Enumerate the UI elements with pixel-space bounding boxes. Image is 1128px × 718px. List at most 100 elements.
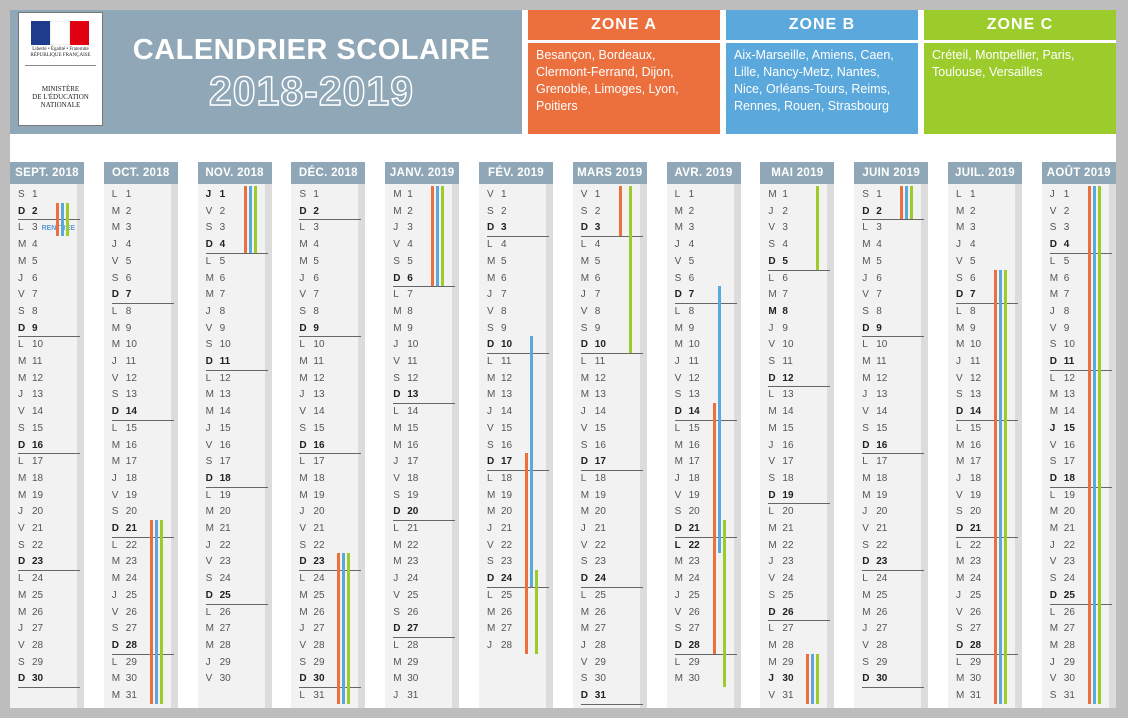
weekday-letter: M (580, 272, 590, 284)
weekday-letter: J (862, 389, 868, 401)
title-banner: Liberté • Égalité • Fraternité RÉPUBLIQU… (10, 10, 522, 134)
weekday-letter: M (487, 389, 496, 401)
weekday-letter: M (580, 606, 590, 618)
weekday-letter: J (1049, 189, 1055, 200)
day-number: 21 (219, 523, 231, 534)
weekday-letter: M (111, 673, 121, 685)
weekday-letter: V (580, 305, 588, 317)
weekday-letter: V (205, 439, 213, 451)
week-separator (956, 536, 1018, 538)
weekday-letter: V (299, 523, 307, 534)
day-cell: D 25 (1050, 587, 1111, 604)
day-number: 26 (219, 606, 231, 618)
weekday-letter: M (1049, 272, 1059, 284)
weekday-letter: M (1049, 389, 1059, 401)
day-number: 7 (970, 289, 976, 301)
day-cell: M 25 (862, 587, 923, 604)
school-years: 2018-2019 (208, 67, 415, 115)
day-number: 10 (501, 339, 513, 351)
weekday-letter: M (862, 606, 871, 618)
day-cell: M 23 (956, 553, 1017, 570)
week-separator (674, 653, 737, 655)
weekday-letter: V (580, 656, 588, 668)
day-cell: L 11 (487, 353, 548, 370)
weekday-letter: V (487, 422, 494, 434)
week-separator (580, 353, 643, 354)
weekday-letter: V (674, 255, 682, 267)
weekday-letter: L (862, 222, 868, 234)
french-flag-icon (31, 21, 89, 45)
day-number: 20 (970, 506, 982, 518)
weekday-letter: M (18, 606, 27, 618)
day-number: 8 (970, 305, 976, 317)
day-cell: M 14 (1050, 403, 1111, 420)
day-number: 15 (125, 422, 137, 434)
weekday-letter: M (299, 239, 308, 251)
day-number: 15 (407, 422, 419, 434)
page-title: CALENDRIER SCOLAIRE (132, 34, 491, 66)
weekday-letter: J (205, 422, 211, 434)
day-number: 19 (501, 489, 513, 501)
day-number: 24 (219, 573, 231, 585)
weekday-letter: M (205, 289, 214, 301)
day-number: 11 (125, 356, 137, 367)
weekday-letter: M (956, 556, 965, 568)
zone-b-cities: Aix-Marseille, Amiens, Caen, Lille, Nanc… (734, 48, 894, 113)
day-number: 24 (782, 573, 794, 585)
weekday-letter: J (111, 472, 117, 484)
day-cell: S 27 (675, 620, 736, 637)
day-number: 16 (1063, 439, 1075, 451)
weekday-letter: V (393, 472, 400, 484)
weekday-letter: D (487, 456, 495, 468)
day-number: 16 (32, 439, 44, 451)
weekday-letter: L (299, 573, 305, 585)
day-number: 25 (219, 589, 231, 601)
day-cell: V 21 (18, 520, 79, 537)
zone-a-panel: ZONE A Besançon, Bordeaux, Clermont-Ferr… (528, 10, 720, 134)
day-cell: S 23 (487, 553, 548, 570)
weekday-letter: S (768, 472, 776, 484)
day-number: 15 (32, 422, 44, 434)
week-separator (1049, 252, 1112, 254)
month-strip (1015, 184, 1022, 708)
day-number: 5 (501, 255, 507, 267)
holiday-bar-zone-a (243, 186, 247, 253)
holiday-bar-zone-b (811, 653, 815, 704)
day-number: 16 (876, 439, 888, 451)
weekday-letter: D (580, 690, 589, 701)
day-cell: V 16 (1050, 437, 1111, 454)
day-cell: D 17 (487, 453, 548, 470)
day-number: 6 (782, 272, 788, 284)
day-number: 17 (125, 456, 137, 468)
day-cell: M 14 (206, 403, 267, 420)
weekday-letter: D (674, 289, 682, 301)
weekday-letter: V (956, 372, 963, 384)
day-cell: M 16 (112, 437, 173, 454)
day-number: 16 (407, 439, 419, 451)
day-cell: M 28 (768, 637, 829, 654)
day-number: 31 (782, 690, 794, 701)
day-cell: D 14 (956, 403, 1017, 420)
day-cell: M 18 (299, 470, 360, 487)
day-number: 6 (1063, 272, 1070, 284)
week-separator (111, 419, 174, 421)
weekday-letter: J (18, 506, 23, 518)
weekday-letter: V (580, 189, 588, 200)
weekday-letter: S (956, 272, 963, 284)
day-number: 16 (219, 439, 231, 451)
weekday-letter: M (862, 356, 871, 367)
month-column: AVR. 2019 L 1 M 2 M 3 J 4 V 5 S 6 D 7 L 8 M 9 M 10 J 11 V 12 S 13 D… (666, 162, 741, 708)
weekday-letter: M (487, 506, 496, 518)
day-cell: D 31 (581, 687, 642, 704)
weekday-letter: M (205, 272, 214, 284)
day-number: 3 (782, 222, 788, 234)
day-number: 6 (407, 272, 413, 284)
